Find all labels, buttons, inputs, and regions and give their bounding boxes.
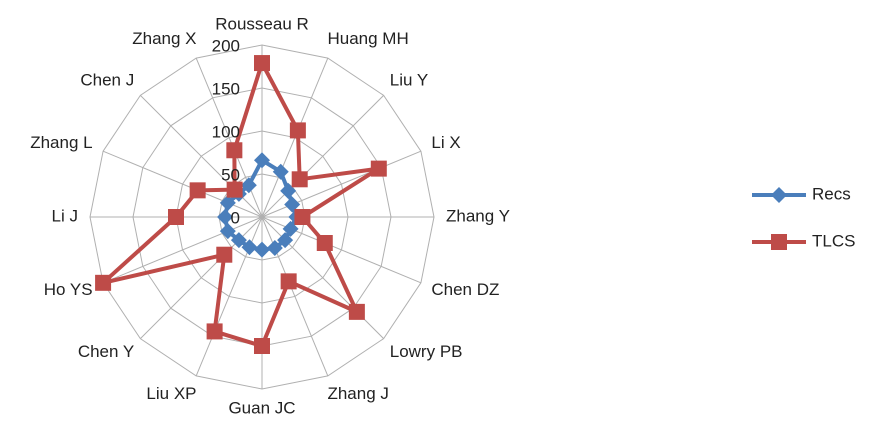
tick-label: 50 (221, 165, 240, 184)
marker (254, 241, 270, 258)
category-label: Ho YS (44, 280, 93, 299)
category-label: Liu XP (146, 384, 196, 403)
legend-marker (771, 234, 787, 250)
marker (254, 338, 270, 354)
legend-label: Recs (812, 184, 851, 203)
spoke (102, 150, 263, 218)
marker (291, 171, 308, 188)
marker (226, 181, 243, 198)
category-label: Chen J (80, 71, 134, 90)
spoke (195, 216, 263, 377)
category-label: Zhang L (30, 133, 92, 152)
marker (277, 232, 294, 249)
marker (217, 209, 234, 225)
marker (289, 122, 306, 139)
category-label: Zhang X (132, 29, 196, 48)
category-label: Liu Y (390, 71, 428, 90)
category-label: Li X (431, 133, 460, 152)
category-label: Zhang J (327, 384, 388, 403)
marker (284, 196, 301, 213)
category-label: Huang MH (327, 29, 408, 48)
tick-label: 200 (212, 36, 240, 55)
marker (254, 55, 270, 72)
spoke (102, 216, 263, 284)
marker (348, 303, 365, 320)
marker (370, 160, 387, 177)
category-label: Rousseau R (215, 14, 309, 33)
category-label: Chen Y (78, 342, 134, 361)
legend-label: TLCS (812, 231, 855, 250)
marker (219, 194, 236, 211)
marker (206, 323, 223, 340)
marker (230, 232, 247, 249)
marker (294, 209, 311, 225)
marker (316, 234, 333, 251)
spoke (140, 95, 263, 218)
tick-label: 150 (212, 79, 240, 98)
series-line (101, 61, 381, 348)
marker (95, 274, 112, 291)
spoke (261, 95, 384, 218)
category-label: Chen DZ (431, 280, 499, 299)
marker (241, 239, 258, 256)
tick-label: 0 (231, 208, 240, 227)
category-label: Guan JC (228, 398, 295, 417)
category-label: Li J (52, 206, 78, 225)
tick-label: 100 (212, 122, 240, 141)
marker (280, 273, 297, 290)
marker (168, 209, 184, 225)
marker (219, 223, 236, 240)
marker (240, 177, 257, 194)
marker (254, 152, 270, 169)
category-label: Zhang Y (446, 206, 510, 225)
marker (272, 163, 289, 180)
marker (226, 142, 243, 159)
marker (266, 239, 283, 256)
category-label: Lowry PB (390, 342, 463, 361)
marker (189, 182, 206, 199)
legend-marker (771, 187, 787, 203)
marker (216, 246, 233, 263)
